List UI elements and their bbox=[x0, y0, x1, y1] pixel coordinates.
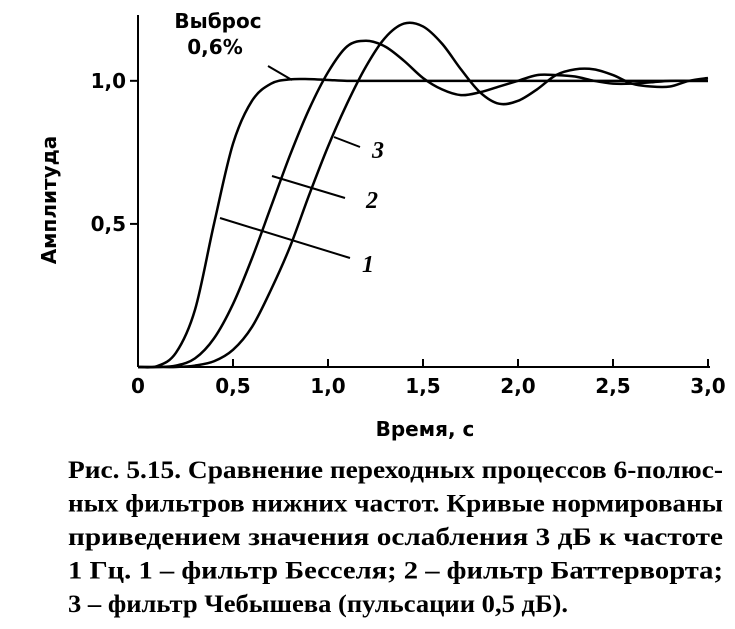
caption-line: 1 Гц. 1 – фильтр Бесселя; 2 – фильтр Бат… bbox=[68, 558, 723, 585]
leader-line bbox=[271, 175, 346, 199]
x-axis-label: Время, с bbox=[376, 417, 475, 441]
x-tick-label: 2,0 bbox=[500, 374, 535, 398]
line-series bbox=[138, 21, 709, 369]
x-tick-label: 2,5 bbox=[595, 374, 630, 398]
x-tick-label: 0 bbox=[131, 374, 145, 398]
y-tick-label: 1,0 bbox=[91, 69, 126, 93]
series-label: 2 bbox=[365, 188, 378, 214]
leader-line bbox=[333, 136, 361, 148]
y-axis-label: Амплитуда bbox=[37, 136, 61, 265]
x-tick-label: 0,5 bbox=[215, 374, 250, 398]
y-tick-label: 0,5 bbox=[91, 212, 126, 236]
series-label: 1 bbox=[362, 252, 374, 278]
leader-line bbox=[267, 65, 293, 81]
annotation: Выброс bbox=[174, 9, 261, 33]
caption-line: Рис. 5.15. Сравнение переходных процессо… bbox=[68, 457, 723, 484]
series-label: 3 bbox=[371, 138, 384, 164]
x-tick-label: 1,0 bbox=[310, 374, 345, 398]
caption-line: 3 – фильтр Чебышева (пульсации 0,5 дБ). bbox=[68, 591, 568, 618]
caption-line: приведением значения ослабления 3 дБ к ч… bbox=[68, 524, 723, 551]
annotation: 0,6% bbox=[187, 35, 242, 59]
leader-line bbox=[219, 217, 351, 259]
x-tick-label: 1,5 bbox=[405, 374, 440, 398]
caption-line: ных фильтров нижних частот. Кривые норми… bbox=[68, 491, 723, 518]
x-tick-label: 3,0 bbox=[690, 374, 725, 398]
line-series bbox=[137, 39, 708, 369]
line-series bbox=[137, 77, 708, 369]
